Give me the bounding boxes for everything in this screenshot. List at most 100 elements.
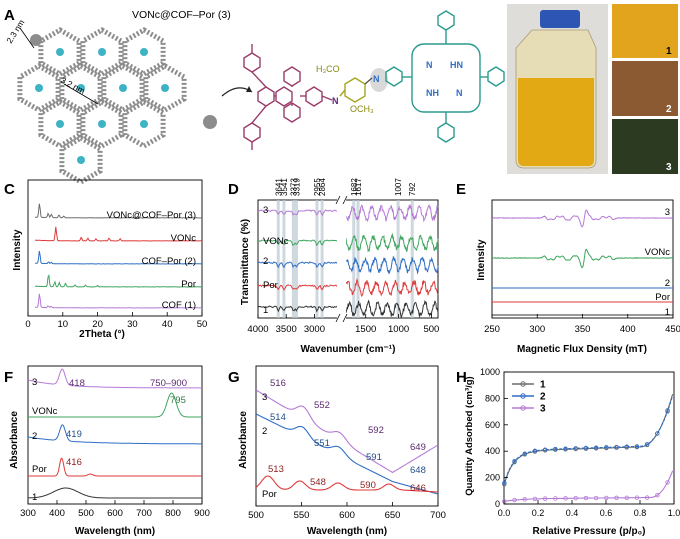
ir-marker-label: 3541	[280, 178, 289, 196]
isotherm-point	[532, 448, 538, 454]
dim-label-large: 3.2 nm	[59, 75, 87, 96]
x-tick-label: 500	[248, 510, 264, 521]
panel-b: B 1 2 3	[507, 4, 678, 174]
series-label-g-1: 3	[262, 392, 267, 403]
x-ticks-c: 0 10 20 30 40 50	[25, 312, 207, 330]
x-ticks-f: 300 400 500 600 700 800 900	[20, 500, 210, 519]
x-axis-label-f: Wavelength (nm)	[75, 526, 155, 537]
x-tick-label: 500	[78, 508, 94, 519]
photo-sample-1	[612, 4, 678, 58]
annot-g-646: 646	[410, 483, 426, 494]
porphyrin-hn-label: HN	[450, 60, 463, 70]
isotherm-point	[644, 442, 650, 447]
uvvis-series-line	[28, 457, 202, 477]
x-tick-label: 4000	[247, 324, 268, 335]
annot-g-516: 516	[270, 378, 286, 389]
ir-marker-label: 2864	[318, 178, 327, 196]
x-tick-label: 1.0	[668, 508, 680, 518]
lattice-node	[161, 84, 169, 92]
epr-series-line	[492, 209, 673, 228]
series-label-e-3: 2	[665, 278, 670, 289]
isotherm-point	[634, 444, 640, 449]
panel-label-d: D	[228, 181, 239, 198]
annot-g-591: 591	[366, 452, 382, 463]
ir-marker-label: 1617	[354, 178, 363, 196]
ir-marker-band	[320, 200, 324, 318]
bottle-liquid	[518, 78, 594, 166]
isotherm-point	[614, 444, 619, 450]
isotherm-point	[542, 496, 548, 501]
isotherm-point	[593, 445, 599, 450]
panel-label-e: E	[456, 181, 466, 198]
xrd-curves	[34, 203, 203, 309]
isotherm-point	[512, 459, 517, 464]
ir-marker-label: 1682	[350, 178, 359, 196]
isotherm-curves	[502, 393, 674, 504]
lattice-node	[98, 120, 106, 128]
x-ticks-e: 250 300 350 400 450	[484, 314, 680, 335]
x-axis-label-h: Relative Pressure (p/p₀)	[533, 526, 646, 537]
ir-marker-label: 3319	[292, 178, 301, 196]
annot-g-552: 552	[314, 400, 330, 411]
bottle-cap	[540, 10, 580, 28]
ir-series-line	[257, 284, 338, 291]
series-label-d-3: 2	[263, 256, 268, 267]
x-tick-label: 350	[575, 324, 591, 335]
isotherm-point	[563, 446, 568, 451]
uvvis-series-line	[27, 424, 202, 445]
ir-series-line	[345, 299, 439, 319]
isotherm-point	[522, 451, 527, 456]
isotherm-point	[655, 492, 660, 498]
x-tick-label: 0.0	[498, 508, 511, 518]
isotherm-point	[655, 431, 660, 436]
lattice-node	[56, 120, 64, 128]
epr-series-line	[491, 248, 674, 269]
panel-e: E 250 300 350 400 450 Magnetic Flux Density …	[456, 181, 680, 355]
y-tick-label: 800	[485, 393, 500, 403]
legend-label: 3	[540, 404, 546, 415]
plot-frame-d	[257, 199, 439, 319]
y-tick-label: 200	[485, 473, 500, 483]
lattice-node	[140, 120, 148, 128]
series-label-f-1: 3	[32, 377, 37, 388]
lattice-node	[98, 48, 106, 56]
ir-series-line	[257, 239, 338, 247]
axis-ticks-h: 0.0 0.2 0.4 0.6 0.8 1.0 0 200 400 600 800 1000	[480, 367, 680, 518]
dim-line-large	[63, 83, 99, 105]
isotherm-point	[553, 496, 558, 501]
isotherm-point	[604, 445, 609, 450]
epr-curves	[491, 209, 674, 316]
ir-marker-label: 3641	[274, 178, 283, 196]
x-axis-label-d: Wavenumber (cm⁻¹)	[301, 344, 396, 355]
panel-f: F 300 400 500 600 700 800 900 Wavelength (nm) …	[4, 365, 210, 537]
panel-label-c: C	[4, 181, 15, 198]
sample-label-2: 2	[666, 104, 672, 115]
ir-series-line	[345, 255, 439, 275]
lattice-node	[56, 48, 64, 56]
isotherm-point	[522, 497, 527, 502]
x-tick-label: 50	[197, 319, 208, 330]
panel-a-title: VONc@COF–Por (3)	[132, 9, 231, 21]
y-axis-label-g: Absorbance	[238, 411, 249, 469]
y-axis-label-f: Absorbance	[9, 411, 20, 469]
legend-label: 1	[540, 380, 546, 391]
methoxy-label-bottom: OCH₃	[350, 104, 374, 114]
series-label-f-5: 1	[32, 492, 37, 503]
y-axis-label-d: Transmittance (%)	[240, 219, 251, 305]
uvvis-series-line	[28, 487, 202, 499]
series-label-g-2: 2	[262, 426, 267, 437]
plot-frame-h	[503, 371, 675, 505]
isotherm-series-line	[503, 393, 674, 485]
imine-n-label: N	[332, 96, 339, 106]
lattice-node	[77, 84, 85, 92]
ir-marker-band	[352, 200, 356, 318]
series-label-e-1: 3	[665, 207, 670, 218]
isotherm-point	[563, 496, 568, 501]
series-label-c-5: COF (1)	[162, 300, 196, 311]
isotherm-point	[614, 495, 619, 501]
methoxy-label-top: H₃CO	[316, 64, 340, 74]
x-tick-label: 0.4	[566, 508, 579, 518]
arrow-head-icon	[246, 86, 252, 92]
isotherm-point	[624, 444, 629, 449]
